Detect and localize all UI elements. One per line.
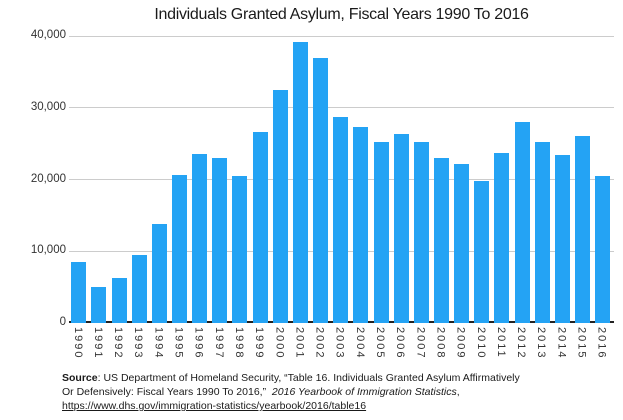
bar-2001 (292, 41, 308, 323)
x-tick-label-2002: 2002 (313, 327, 326, 360)
bar-2008 (433, 158, 449, 323)
bar-2003 (333, 116, 349, 323)
bar-1995 (172, 174, 188, 323)
x-tick-label-2011: 2011 (494, 327, 507, 359)
bar-2007 (413, 141, 429, 323)
bar-2000 (272, 90, 288, 323)
bar-1990 (71, 262, 87, 323)
bar-1997 (212, 158, 228, 323)
x-tick-label-1995: 1995 (172, 327, 185, 360)
x-tick-label-2016: 2016 (595, 327, 608, 360)
source-citation-italic: 2016 Yearbook of Immigration Statistics (271, 386, 457, 398)
x-tick-label-1993: 1993 (132, 327, 145, 360)
gridline-30000 (69, 107, 614, 109)
x-tick-label-1994: 1994 (152, 327, 165, 360)
source-line2-suffix: , (456, 386, 460, 398)
x-tick-label-2005: 2005 (374, 327, 387, 360)
x-tick-label-2008: 2008 (434, 327, 447, 360)
bar-2013 (534, 142, 550, 323)
x-tick-label-2000: 2000 (273, 327, 286, 360)
bar-1993 (131, 254, 147, 323)
plot-area (69, 35, 614, 323)
x-tick-label-2015: 2015 (575, 327, 588, 360)
source-line1: : US Department of Homeland Security, “T… (97, 372, 520, 384)
y-tick-label-40000: 40,000 (30, 29, 66, 41)
x-tick-label-1996: 1996 (192, 327, 205, 360)
y-tick-label-0: 0 (59, 316, 66, 328)
x-tick-label-1991: 1991 (91, 327, 104, 360)
x-tick-label-1990: 1990 (71, 327, 84, 360)
bar-1991 (91, 286, 107, 323)
bar-2009 (454, 163, 470, 323)
y-tick-label-10000: 10,000 (30, 244, 66, 257)
bar-2005 (373, 141, 389, 323)
bar-2011 (494, 153, 510, 323)
chart-title: Individuals Granted Asylum, Fiscal Years… (154, 6, 529, 23)
x-tick-label-2014: 2014 (555, 327, 568, 360)
source-note: Source: US Department of Homeland Securi… (62, 371, 607, 413)
source-line2: Or Defensively: Fiscal Years 1990 To 201… (62, 386, 272, 398)
bar-2014 (554, 155, 570, 323)
y-tick-label-20000: 20,000 (30, 172, 66, 185)
bar-1998 (232, 176, 248, 323)
x-tick-label-1999: 1999 (253, 327, 266, 360)
bar-1999 (252, 132, 268, 323)
source-label: Source (62, 372, 98, 384)
y-tick-label-30000: 30,000 (30, 100, 66, 113)
gridline-40000 (69, 35, 614, 37)
x-tick-label-2010: 2010 (474, 327, 487, 360)
x-tick-label-2003: 2003 (333, 327, 346, 360)
bar-1994 (151, 224, 167, 323)
bar-2006 (393, 133, 409, 323)
x-tick-label-1992: 1992 (112, 327, 125, 360)
x-tick-label-2006: 2006 (394, 327, 407, 360)
bar-2012 (514, 121, 530, 323)
x-tick-label-1998: 1998 (232, 327, 245, 360)
x-tick-label-2004: 2004 (353, 327, 366, 360)
bar-1992 (111, 277, 127, 323)
x-tick-label-1997: 1997 (212, 327, 225, 360)
bar-2015 (574, 135, 590, 323)
bar-2004 (353, 126, 369, 323)
x-tick-label-2013: 2013 (535, 327, 548, 360)
bar-2002 (313, 58, 329, 323)
x-tick-label-2012: 2012 (515, 327, 528, 360)
x-tick-label-2009: 2009 (454, 327, 467, 360)
bar-2010 (474, 181, 490, 323)
source-link[interactable]: https://www.dhs.gov/immigration-statisti… (62, 400, 367, 412)
bar-1996 (192, 154, 208, 323)
x-tick-label-2007: 2007 (414, 327, 427, 360)
bar-2016 (595, 176, 611, 323)
x-tick-label-2001: 2001 (293, 327, 306, 360)
